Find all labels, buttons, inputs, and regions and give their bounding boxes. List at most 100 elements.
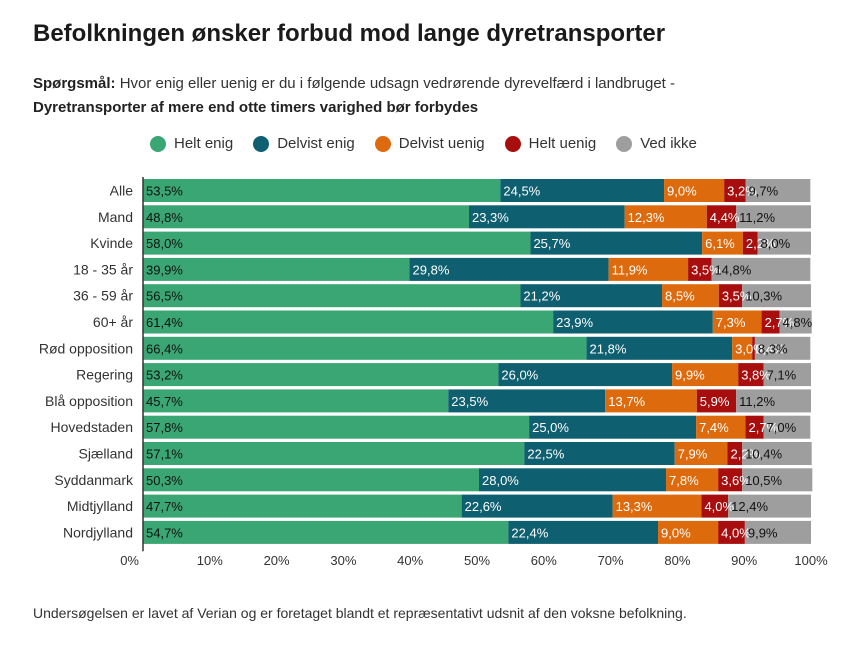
data-label: 23,3% <box>472 210 509 225</box>
data-label: 11,9% <box>612 262 648 277</box>
data-label: 9,9% <box>748 525 778 540</box>
bar-segment <box>662 284 719 308</box>
bar-segment <box>742 468 813 492</box>
legend-label: Delvist uenig <box>398 135 485 152</box>
category-label: Blå opposition <box>45 393 133 409</box>
x-tick-label: 40% <box>397 553 423 568</box>
data-label: 39,9% <box>146 262 183 277</box>
bar-segment <box>658 520 719 544</box>
legend-item: Delvist enig <box>253 135 355 152</box>
data-label: 7,3% <box>716 315 746 330</box>
data-label: 23,5% <box>451 394 488 409</box>
bar-segment <box>724 179 746 202</box>
data-label: 54,7% <box>146 525 183 540</box>
bar-segment <box>742 284 811 308</box>
bar-segment <box>666 468 719 492</box>
bar-segment <box>761 310 780 334</box>
data-label: 4,4% <box>710 210 740 225</box>
bar-segment <box>143 415 530 439</box>
x-tick-label: 80% <box>664 553 690 568</box>
data-label: 10,3% <box>745 289 782 304</box>
bar-segment <box>736 389 811 413</box>
bar-segment <box>664 179 725 202</box>
bar-segment <box>409 257 609 281</box>
bar-segment <box>763 415 811 439</box>
bar-segment <box>706 205 737 229</box>
bar-segment <box>624 205 707 229</box>
bar-segment <box>696 389 737 413</box>
bar-segment <box>498 363 673 387</box>
category-label: Kvinde <box>90 235 133 251</box>
data-label: 10,4% <box>745 447 782 462</box>
data-label: 3,0% <box>735 341 765 356</box>
bar-segment <box>608 257 689 281</box>
data-label: 2,7% <box>765 315 795 330</box>
data-label: 3,2% <box>727 184 757 199</box>
data-label: 28,0% <box>482 473 519 488</box>
x-tick-label: 30% <box>330 553 356 568</box>
bar-segment <box>143 310 554 334</box>
legend-label: Helt enig <box>174 135 234 152</box>
legend-swatch <box>150 135 166 152</box>
x-tick-label: 10% <box>197 553 223 568</box>
data-label: 8,0% <box>761 236 791 251</box>
data-label: 57,1% <box>146 447 183 462</box>
bar-segment <box>508 520 659 544</box>
legend-label: Ved ikke <box>640 135 697 152</box>
data-label: 7,1% <box>767 368 797 383</box>
category-label: Syddanmark <box>54 472 134 488</box>
bar-segment <box>143 494 462 518</box>
category-label: Nordjylland <box>63 524 133 540</box>
x-tick-label: 0% <box>120 553 139 568</box>
bar-segment <box>742 231 758 255</box>
bar-segment <box>479 468 667 492</box>
data-label: 13,3% <box>616 499 653 514</box>
data-label: 7,9% <box>678 447 708 462</box>
data-label: 50,3% <box>146 473 183 488</box>
data-label: 2,2% <box>746 236 776 251</box>
data-label: 9,0% <box>667 184 697 199</box>
question-body: Hvor enig eller uenig er du i følgende u… <box>119 75 676 92</box>
bar-segment <box>763 363 811 387</box>
category-label: Rød opposition <box>39 340 133 356</box>
data-label: 21,2% <box>523 289 560 304</box>
category-label: 18 - 35 år <box>73 261 133 277</box>
data-label: 13,7% <box>608 394 645 409</box>
x-tick-label: 90% <box>731 553 757 568</box>
data-label: 10,5% <box>745 473 782 488</box>
data-label: 61,4% <box>146 315 183 330</box>
data-label: 3,8% <box>741 368 771 383</box>
bar-segment <box>553 310 713 334</box>
data-label: 7,4% <box>699 420 729 435</box>
data-label: 21,8% <box>590 341 627 356</box>
bar-segment <box>712 310 762 334</box>
bar-segment <box>530 231 703 255</box>
data-label: 12,3% <box>628 210 665 225</box>
question-text: Spørgsmål: Hvor enig eller uenig er du i… <box>33 72 823 120</box>
bar-segment <box>744 520 811 544</box>
question-label: Spørgsmål: <box>33 75 116 92</box>
bar-segment <box>448 389 606 413</box>
data-label: 22,6% <box>465 499 502 514</box>
data-label: 22,4% <box>511 525 548 540</box>
chart-legend: Helt enig Delvist enig Delvist uenig Helt u… <box>150 135 717 152</box>
data-label: 53,5% <box>146 184 183 199</box>
data-label: 58,0% <box>146 236 183 251</box>
data-label: 9,9% <box>675 368 705 383</box>
bar-segment <box>520 284 663 308</box>
bar-segment <box>468 205 625 229</box>
data-label: 2,7% <box>749 420 779 435</box>
legend-label: Delvist enig <box>277 135 355 152</box>
category-label: 36 - 59 år <box>73 288 133 304</box>
bar-segment <box>779 310 812 334</box>
data-label: 25,7% <box>533 236 570 251</box>
category-label: Regering <box>76 367 133 383</box>
bar-segment <box>605 389 697 413</box>
bar-segment <box>727 442 743 465</box>
x-tick-label: 100% <box>794 553 828 568</box>
legend-item: Helt enig <box>150 135 233 152</box>
footnote: Undersøgelsen er lavet af Verian og er f… <box>33 605 687 621</box>
question-statement: Dyretransporter af mere end otte timers … <box>33 99 479 116</box>
bar-segment <box>745 415 764 439</box>
data-label: 25,0% <box>532 420 569 435</box>
